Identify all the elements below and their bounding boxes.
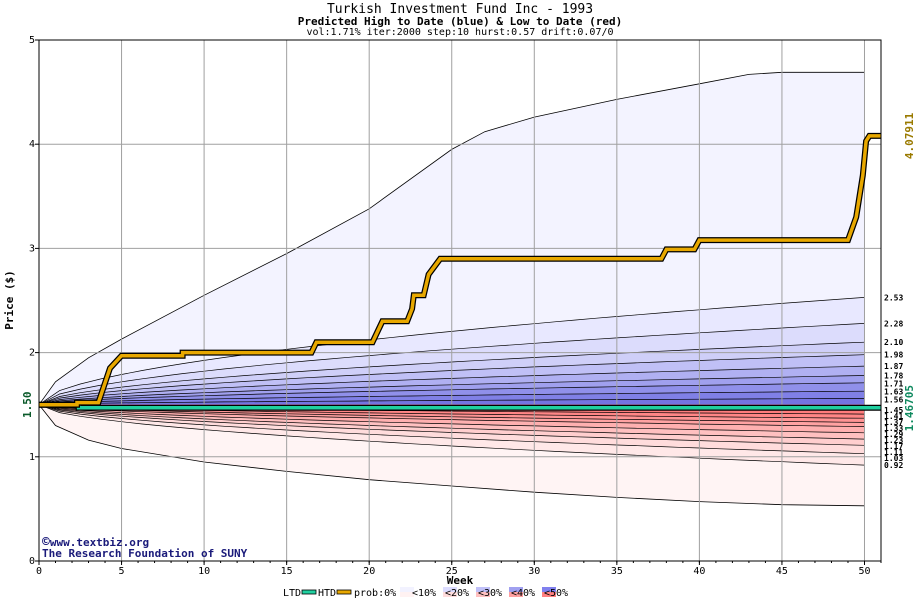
band-value-label: 1.98 xyxy=(884,351,903,360)
legend-swatch-blue xyxy=(400,587,414,592)
band-value-label: 1.03 xyxy=(884,454,903,463)
band-value-label: 1.11 xyxy=(884,448,903,457)
band-value-label: 1.71 xyxy=(884,380,903,389)
y-axis-label: Price ($) xyxy=(3,270,16,330)
band-value-label: 0.92 xyxy=(884,461,903,470)
band-value-labels: 2.53 2.28 2.10 1.98 1.871.781.711.631.561.45… xyxy=(884,293,903,470)
band-value-label: 1.29 xyxy=(884,430,903,439)
band-value-label: 1.17 xyxy=(884,442,903,451)
band-value-label: 2.53 xyxy=(884,293,903,302)
band-value-label: 1.63 xyxy=(884,388,903,397)
y-tick-label: 2 xyxy=(29,348,35,359)
legend-swatch-blue xyxy=(509,587,523,592)
x-tick-label: 40 xyxy=(693,566,705,577)
x-tick-label: 0 xyxy=(36,566,42,577)
y-tick-label: 5 xyxy=(29,35,35,46)
x-tick-label: 10 xyxy=(198,566,210,577)
legend-swatch-red xyxy=(400,592,414,597)
y-tick-label: 1 xyxy=(29,452,35,463)
band-value-label: 1.33 xyxy=(884,424,903,433)
legend-bin-label: <40% xyxy=(511,588,535,599)
credit-site[interactable]: ©www.textbiz.org xyxy=(42,535,149,550)
htd-series-line xyxy=(39,134,881,407)
x-tick-label: 5 xyxy=(119,566,125,577)
legend-htd-label: HTD xyxy=(318,588,336,599)
legend-swatch-blue xyxy=(542,587,556,592)
band-value-label: 1.78 xyxy=(884,372,903,381)
credit-site-text: www.textbiz.org xyxy=(49,536,150,549)
band-value-label: 1.37 xyxy=(884,418,903,427)
x-tick-label: 45 xyxy=(776,566,788,577)
legend-ltd-swatch xyxy=(301,589,317,595)
chart-title: Turkish Investment Fund Inc - 1993 xyxy=(326,2,594,17)
band-value-label: 1.41 xyxy=(884,412,903,421)
legend-htd-swatch xyxy=(336,589,352,595)
x-tick-label: 15 xyxy=(281,566,293,577)
legend-swatch-red xyxy=(542,592,556,597)
legend-bin-label: <10% xyxy=(412,588,436,599)
x-tick-label: 20 xyxy=(363,566,375,577)
copyright-icon: © xyxy=(42,535,50,550)
legend-ltd-label: LTD xyxy=(283,588,301,599)
legend-swatch-red xyxy=(443,592,457,597)
chart-params: vol:1.71% iter:2000 step:10 hurst:0.57 d… xyxy=(306,27,614,38)
x-tick-label: 30 xyxy=(528,566,540,577)
legend-bin-label: <30% xyxy=(478,588,502,599)
credit-org: The Research Foundation of SUNY xyxy=(42,547,248,560)
legend-prob-label: prob:0% xyxy=(354,588,396,599)
legend-swatch-blue xyxy=(476,587,490,592)
legend-swatch-red xyxy=(476,592,490,597)
band-value-label: 1.56 xyxy=(884,396,903,405)
ltd-final-label: 1.46705 xyxy=(903,385,916,431)
x-tick-label: 50 xyxy=(858,566,870,577)
legend: LTD HTD prob:0% <10% <20% <30% <40% <50% xyxy=(283,587,568,599)
band-value-label: 2.28 xyxy=(884,319,903,328)
y-tick-label: 4 xyxy=(29,139,35,150)
legend-bin-label: <50% xyxy=(544,588,568,599)
legend-swatch-red xyxy=(509,592,523,597)
plot-frame xyxy=(38,39,882,562)
start-value-label: 1.50 xyxy=(21,391,34,418)
band-value-label: 2.10 xyxy=(884,338,903,347)
band-value-label: 1.45 xyxy=(884,406,903,415)
series-lines xyxy=(39,132,881,411)
x-tick-label: 35 xyxy=(611,566,623,577)
x-tick-label: 25 xyxy=(446,566,458,577)
legend-swatch-blue xyxy=(443,587,457,592)
legend-bin-label: <20% xyxy=(445,588,469,599)
y-tick-label: 3 xyxy=(29,243,35,254)
x-axis-label: Week xyxy=(447,574,474,587)
band-value-label: 1.23 xyxy=(884,436,903,445)
y-tick-label: 0 xyxy=(29,556,35,567)
band-value-label: 1.87 xyxy=(884,362,903,371)
chart-subtitle: Predicted High to Date (blue) & Low to D… xyxy=(297,15,623,28)
htd-final-label: 4.07911 xyxy=(903,112,916,159)
